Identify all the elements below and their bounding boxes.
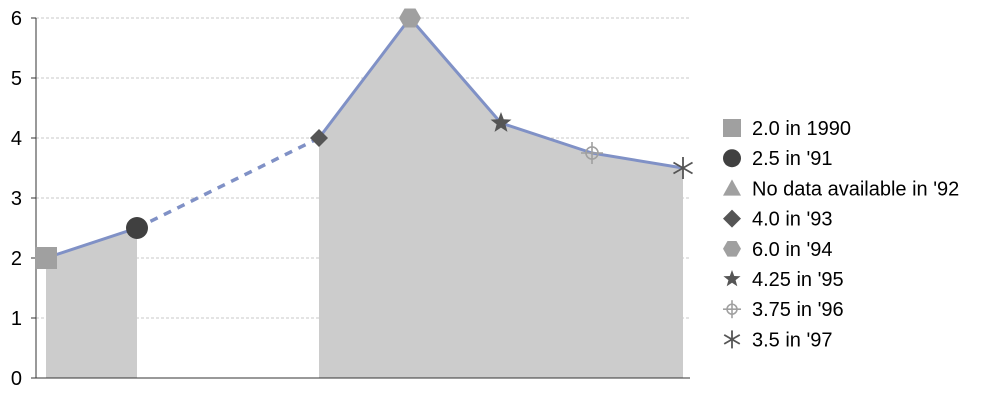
legend-label: 2.5 in '91 (752, 148, 833, 170)
legend-item: 2.5 in '91 (723, 148, 833, 170)
legend-marker-star (723, 270, 741, 287)
legend: 2.0 in 1990 2.5 in '91 No data available i… (723, 118, 959, 351)
legend-marker-hexagon (723, 241, 741, 257)
legend-label: 3.75 in '96 (752, 299, 844, 321)
data-point-circle (126, 217, 148, 239)
legend-marker-diamond (723, 209, 741, 228)
data-point-star (490, 112, 512, 132)
y-tick-label: 1 (11, 308, 22, 330)
data-point-diamond (310, 129, 328, 147)
legend-marker-square (723, 119, 741, 137)
data-point-asterisk (673, 157, 693, 179)
data-point-hexagon (399, 8, 421, 28)
legend-item: 2.0 in 1990 (723, 118, 851, 140)
legend-marker-triangle (723, 179, 741, 196)
legend-marker-crosshair (723, 300, 741, 319)
legend-item: No data available in '92 (723, 178, 959, 200)
legend-label: 2.0 in 1990 (752, 118, 851, 140)
area-fill (319, 18, 683, 378)
legend-item: 3.75 in '96 (723, 299, 844, 321)
area-fill (46, 228, 137, 378)
y-tick-label: 3 (11, 188, 22, 210)
legend-item: 6.0 in '94 (723, 239, 833, 261)
y-tick-label: 0 (11, 368, 22, 390)
legend-label: 4.25 in '95 (752, 269, 844, 291)
legend-item: 4.25 in '95 (723, 269, 844, 291)
y-tick-label: 4 (11, 128, 22, 150)
data-point-asterisk-stroke (673, 161, 693, 175)
data-point-square (35, 247, 57, 269)
y-tick-label: 5 (11, 68, 22, 90)
y-axis: 0 1 2 3 4 5 6 (11, 8, 690, 390)
legend-item: 4.0 in '93 (723, 209, 833, 231)
y-tick-label: 2 (11, 248, 22, 270)
y-tick-label: 6 (11, 8, 22, 30)
area-fills (46, 18, 683, 378)
gap-bridge-dashed (136, 136, 320, 230)
legend-label: 4.0 in '93 (752, 209, 833, 231)
legend-marker-asterisk (723, 330, 741, 349)
data-point-crosshair (581, 142, 603, 164)
legend-marker-circle (723, 149, 741, 168)
legend-item: 3.5 in '97 (723, 329, 833, 351)
legend-label: No data available in '92 (752, 178, 959, 200)
legend-label: 3.5 in '97 (752, 329, 833, 351)
legend-marker-asterisk-stroke (723, 334, 741, 345)
series-line-segment (45, 226, 138, 260)
data-markers (35, 8, 693, 269)
legend-label: 6.0 in '94 (752, 239, 833, 261)
